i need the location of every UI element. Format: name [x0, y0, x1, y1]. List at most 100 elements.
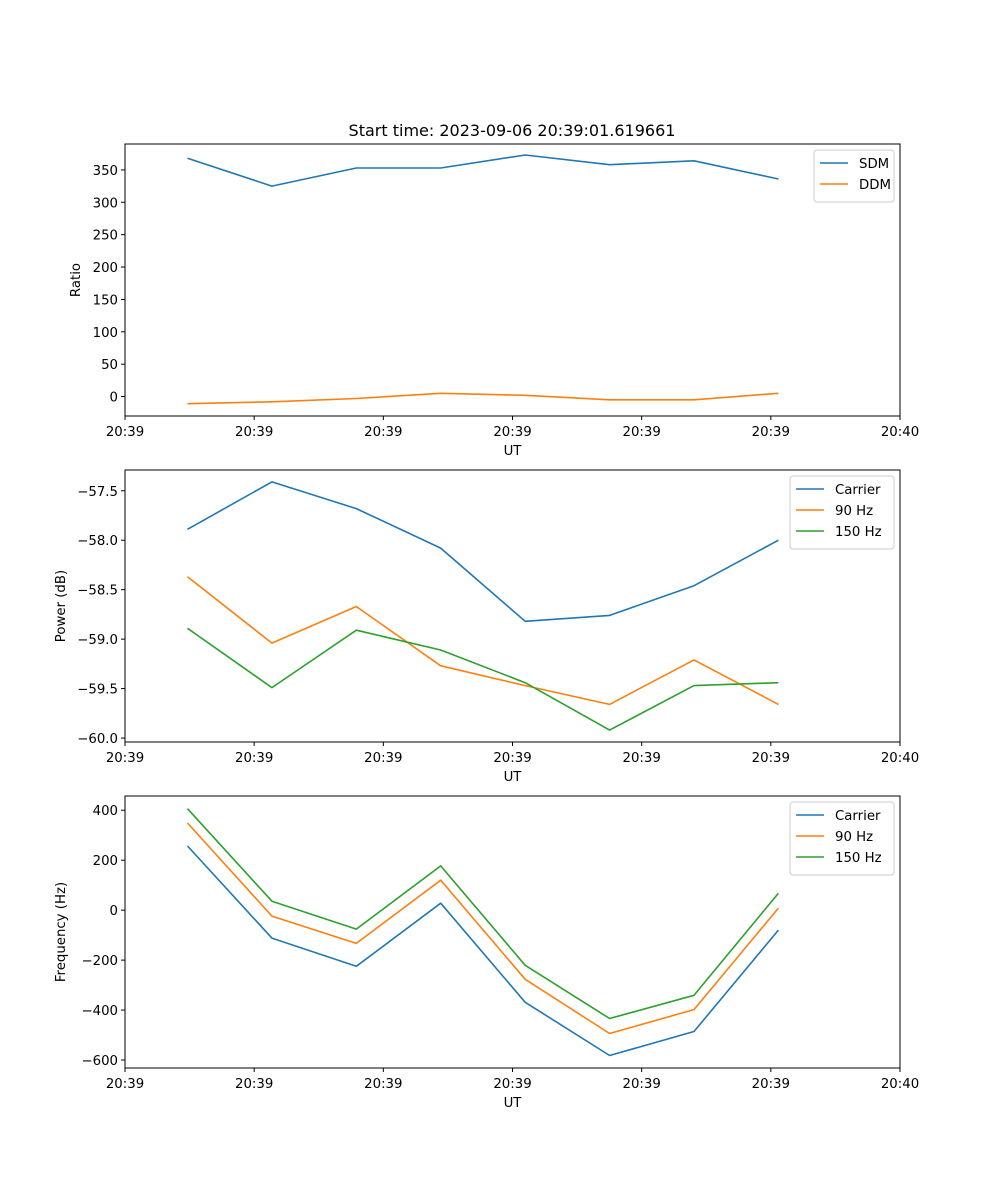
data-point	[354, 166, 358, 170]
data-point	[270, 686, 274, 690]
series-line-150-hz	[187, 627, 779, 731]
data-point	[776, 177, 780, 181]
y-axis-label: Power (dB)	[54, 570, 69, 642]
data-point	[439, 391, 443, 395]
x-tick-label: 20:39	[364, 425, 402, 440]
y-tick-label: −200	[81, 954, 118, 969]
x-tick-label: 20:39	[752, 425, 790, 440]
x-axis-label: UT	[504, 770, 523, 785]
data-point	[608, 163, 612, 167]
legend-label: SDM	[859, 157, 889, 172]
data-point	[608, 702, 612, 706]
data-point	[776, 391, 780, 395]
data-point	[270, 480, 274, 484]
data-point	[354, 628, 358, 632]
legend: Carrier 90 Hz 150 Hz	[789, 801, 895, 876]
x-tick-label: 20:39	[106, 1077, 144, 1092]
x-tick-label: 20:40	[881, 425, 919, 440]
y-tick-label: 150	[93, 293, 118, 308]
data-point	[692, 1030, 696, 1034]
series-line-90-hz	[186, 822, 780, 1035]
y-tick-label: 250	[93, 229, 118, 244]
data-point	[186, 156, 190, 160]
legend-label: 90 Hz	[835, 830, 873, 845]
data-point	[439, 546, 443, 550]
y-tick-label: 0	[110, 391, 118, 406]
data-point	[523, 963, 527, 967]
data-point	[523, 619, 527, 623]
x-tick-label: 20:39	[364, 751, 402, 766]
data-point	[270, 400, 274, 404]
y-axis-label: Ratio	[69, 263, 84, 297]
x-tick-label: 20:40	[881, 751, 919, 766]
x-tick-label: 20:40	[881, 1077, 919, 1092]
data-point	[608, 613, 612, 617]
y-tick-label: 0	[110, 904, 118, 919]
data-point	[354, 964, 358, 968]
y-tick-label: −58.5	[77, 584, 118, 599]
data-point	[608, 1017, 612, 1021]
data-point	[439, 664, 443, 668]
legend: Carrier 90 Hz 150 Hz	[789, 475, 895, 550]
data-point	[186, 844, 190, 848]
series-line-90-hz	[187, 576, 779, 706]
y-tick-label: 350	[93, 164, 118, 179]
subplot-3: 20:39 20:39 20:39 20:39 20:39 20:39 20:40 −600 −…	[54, 795, 919, 1111]
data-point	[776, 702, 780, 706]
y-tick-label: 400	[93, 804, 118, 819]
x-axis-label: UT	[504, 1096, 523, 1111]
legend: SDM DDM	[813, 149, 895, 203]
data-point	[608, 728, 612, 732]
data-point	[354, 941, 358, 945]
data-point	[776, 538, 780, 542]
data-point	[692, 584, 696, 588]
data-point	[776, 906, 780, 910]
x-tick-label: 20:39	[493, 425, 531, 440]
y-tick-label: −60.0	[77, 732, 118, 747]
y-tick-label: −59.5	[77, 683, 118, 698]
y-tick-label: 200	[93, 854, 118, 869]
x-tick-label: 20:39	[623, 751, 661, 766]
data-point	[270, 184, 274, 188]
data-point	[608, 1032, 612, 1036]
x-tick-label: 20:39	[106, 751, 144, 766]
data-point	[692, 658, 696, 662]
data-point	[270, 641, 274, 645]
data-point	[439, 878, 443, 882]
legend-label: 90 Hz	[835, 504, 873, 519]
series-line-150-hz	[186, 808, 780, 1020]
x-tick-label: 20:39	[752, 751, 790, 766]
legend-label: Carrier	[835, 483, 881, 498]
y-tick-label: 100	[93, 326, 118, 341]
x-tick-label: 20:39	[364, 1077, 402, 1092]
data-point	[523, 393, 527, 397]
series-line-sdm	[187, 154, 779, 187]
legend-label: Carrier	[835, 809, 881, 824]
data-point	[439, 864, 443, 868]
y-tick-label: 50	[101, 358, 118, 373]
data-point	[186, 807, 190, 811]
data-point	[439, 166, 443, 170]
subplot-1: 20:39 20:39 20:39 20:39 20:39 20:39 20:40 0 50 10…	[69, 143, 919, 459]
data-point	[270, 914, 274, 918]
legend-label: 150 Hz	[835, 851, 882, 866]
y-axis-label: Frequency (Hz)	[54, 882, 69, 982]
y-tick-label: −57.5	[77, 485, 118, 500]
data-point	[692, 684, 696, 688]
data-point	[692, 159, 696, 163]
data-point	[439, 901, 443, 905]
series-line-ddm	[187, 392, 779, 405]
data-point	[776, 681, 780, 685]
data-point	[186, 402, 190, 406]
y-tick-label: −59.0	[77, 633, 118, 648]
data-point	[354, 605, 358, 609]
data-point	[354, 397, 358, 401]
x-tick-label: 20:39	[493, 1077, 531, 1092]
x-axis-label: UT	[504, 444, 523, 459]
data-point	[523, 681, 527, 685]
data-point	[523, 1000, 527, 1004]
subplot-2: 20:39 20:39 20:39 20:39 20:39 20:39 20:40 −60.0…	[54, 469, 919, 785]
data-point	[776, 891, 780, 895]
legend-label: 150 Hz	[835, 525, 882, 540]
x-tick-label: 20:39	[235, 751, 273, 766]
